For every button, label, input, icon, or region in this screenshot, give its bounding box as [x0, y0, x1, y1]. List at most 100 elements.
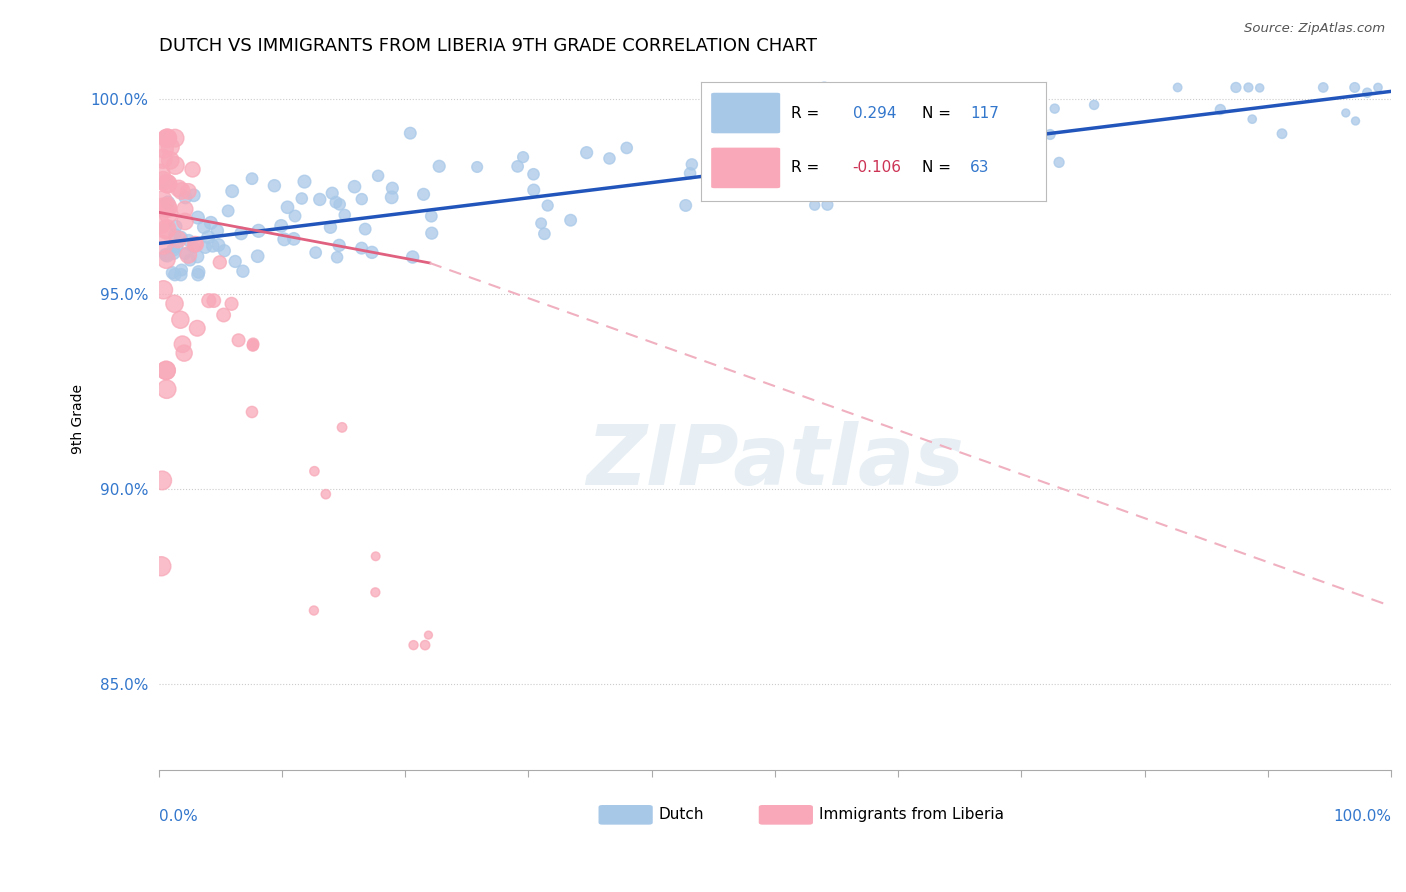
Point: [166, 239, 188, 253]
Point: [1367, 80, 1389, 95]
Point: [364, 549, 387, 564]
Point: [174, 246, 197, 260]
Point: [418, 628, 440, 642]
Point: [201, 239, 224, 253]
Point: [361, 245, 384, 260]
Point: [186, 321, 208, 335]
Point: [207, 224, 229, 238]
Point: [155, 223, 177, 237]
Point: [208, 255, 231, 269]
Point: [401, 250, 423, 264]
Text: Source: ZipAtlas.com: Source: ZipAtlas.com: [1244, 22, 1385, 36]
Point: [1334, 106, 1357, 120]
Point: [305, 245, 328, 260]
Point: [1039, 128, 1062, 142]
FancyBboxPatch shape: [759, 805, 813, 825]
Point: [156, 201, 179, 215]
Point: [159, 153, 181, 168]
Point: [155, 131, 177, 145]
Point: [350, 192, 373, 206]
Point: [326, 250, 349, 264]
Point: [200, 216, 222, 230]
Point: [897, 148, 920, 162]
Point: [156, 248, 179, 262]
Point: [328, 238, 350, 252]
Point: [187, 265, 209, 279]
Point: [184, 236, 207, 251]
Point: [420, 209, 443, 223]
Point: [186, 250, 208, 264]
Point: [242, 336, 264, 351]
Point: [177, 248, 200, 262]
Point: [1355, 86, 1378, 100]
Point: [150, 474, 173, 488]
Point: [506, 160, 529, 174]
Point: [247, 224, 270, 238]
Point: [181, 240, 204, 254]
Point: [1237, 80, 1260, 95]
Point: [1241, 112, 1264, 127]
Point: [152, 200, 174, 214]
Point: [1209, 103, 1232, 117]
Point: [354, 222, 377, 236]
Point: [330, 420, 353, 434]
Point: [155, 363, 177, 377]
Point: [156, 221, 179, 235]
Point: [194, 240, 217, 254]
Point: [329, 197, 352, 211]
Point: [231, 227, 253, 241]
Point: [894, 143, 917, 157]
Point: [207, 238, 229, 252]
Point: [1047, 155, 1070, 169]
Point: [560, 213, 582, 227]
Point: [530, 216, 553, 230]
Point: [184, 237, 207, 252]
Point: [170, 263, 193, 277]
Point: [984, 147, 1007, 161]
Point: [367, 169, 389, 183]
Point: [1344, 80, 1367, 95]
Point: [159, 140, 181, 154]
Point: [263, 178, 285, 193]
Point: [156, 131, 179, 145]
Point: [153, 142, 176, 156]
Point: [156, 195, 179, 210]
Point: [1344, 114, 1367, 128]
Point: [162, 266, 184, 280]
Point: [172, 337, 194, 351]
Point: [291, 192, 314, 206]
Point: [240, 405, 263, 419]
Point: [270, 219, 292, 233]
Point: [165, 131, 187, 145]
Text: 0.0%: 0.0%: [159, 808, 197, 823]
Point: [232, 264, 254, 278]
Point: [845, 127, 868, 141]
Point: [197, 230, 219, 244]
Point: [413, 638, 436, 652]
Point: [1312, 80, 1334, 95]
Point: [813, 80, 835, 95]
Point: [679, 166, 702, 180]
Point: [333, 208, 356, 222]
Point: [156, 131, 179, 145]
Point: [575, 145, 598, 160]
Point: [752, 159, 775, 173]
Point: [304, 464, 326, 478]
Point: [155, 248, 177, 262]
Point: [302, 603, 325, 617]
Point: [276, 200, 298, 214]
Point: [156, 177, 179, 191]
Point: [166, 232, 188, 246]
Point: [183, 188, 205, 202]
Point: [681, 157, 703, 171]
Point: [162, 246, 184, 260]
Point: [202, 293, 225, 308]
Point: [537, 198, 560, 212]
Text: DUTCH VS IMMIGRANTS FROM LIBERIA 9TH GRADE CORRELATION CHART: DUTCH VS IMMIGRANTS FROM LIBERIA 9TH GRA…: [159, 37, 817, 55]
Point: [221, 184, 243, 198]
Point: [273, 232, 295, 246]
Point: [221, 297, 243, 311]
Point: [157, 207, 180, 221]
Point: [152, 238, 174, 252]
Point: [173, 346, 195, 360]
